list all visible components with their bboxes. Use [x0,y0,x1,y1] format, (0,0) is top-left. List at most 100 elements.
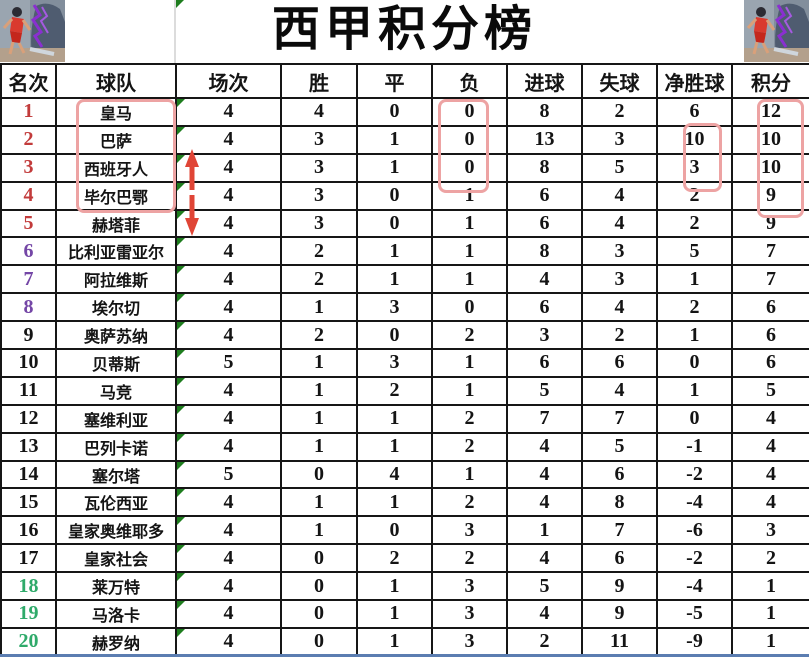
cell-win: 2 [280,264,358,295]
cell-draw: 1 [356,626,433,658]
col-header-rank: 名次 [0,63,57,99]
cell-draw: 2 [356,375,433,406]
cell-goals-for: 8 [506,97,583,127]
cell-win: 0 [280,543,358,574]
cell-goals-against: 3 [581,124,658,155]
cell-rank: 13 [0,431,57,462]
cell-goals-for: 4 [506,543,583,574]
cell-draw: 0 [356,180,433,211]
cell-goal-diff: 5 [656,236,733,267]
cell-points: 9 [731,180,809,211]
played-value: 4 [223,184,234,207]
played-value: 4 [223,156,234,179]
header-row: 名次 球队 场次 胜 平 负 进球 失球 净胜球 积分 [0,63,809,99]
cell-draw: 1 [356,431,433,462]
cell-loss: 3 [431,599,508,629]
cell-team: 埃尔切 [55,292,177,323]
cell-points: 3 [731,515,809,546]
cell-win: 3 [280,152,358,183]
cell-team: 马洛卡 [55,599,177,629]
cell-points: 4 [731,403,809,434]
cell-team: 赫塔菲 [55,208,177,239]
cell-team: 瓦伦西亚 [55,487,177,518]
played-value: 4 [223,323,234,346]
cell-played: 4 [175,487,282,518]
cell-team: 莱万特 [55,571,177,602]
cell-team: 比利亚雷亚尔 [55,236,177,267]
table-row: 3 西班牙人 4 3 1 0 8 5 3 10 [0,152,809,183]
cell-loss: 2 [431,320,508,351]
table-row: 20 赫罗纳 4 0 1 3 2 11 -9 1 [0,626,809,658]
cell-points: 7 [731,236,809,267]
cell-played: 4 [175,208,282,239]
cell-loss: 2 [431,543,508,574]
cell-win: 3 [280,208,358,239]
cell-loss: 2 [431,403,508,434]
cell-team: 皇马 [55,97,177,127]
cell-rank: 6 [0,236,57,267]
played-value: 4 [223,379,234,402]
cell-goal-diff: 1 [656,320,733,351]
comment-marker-icon [178,211,185,219]
table-row: 10 贝蒂斯 5 1 3 1 6 6 0 6 [0,348,809,378]
cell-goals-against: 6 [581,459,658,490]
table-row: 16 皇家奥维耶多 4 1 0 3 1 7 -6 3 [0,515,809,546]
cell-rank: 9 [0,320,57,351]
cell-goals-against: 6 [581,348,658,378]
cell-points: 4 [731,459,809,490]
cell-goals-for: 4 [506,459,583,490]
cell-draw: 0 [356,208,433,239]
cell-loss: 0 [431,97,508,127]
cell-loss: 1 [431,459,508,490]
comment-marker-icon [178,490,185,498]
cell-team: 赫罗纳 [55,626,177,658]
cell-goals-for: 4 [506,599,583,629]
cell-goal-diff: 3 [656,152,733,183]
table-row: 17 皇家社会 4 0 2 2 4 6 -2 2 [0,543,809,574]
cell-draw: 1 [356,264,433,295]
cell-team: 阿拉维斯 [55,264,177,295]
cell-played: 4 [175,236,282,267]
cell-played: 4 [175,599,282,629]
cell-goals-against: 9 [581,599,658,629]
cell-win: 3 [280,180,358,211]
cell-goals-against: 5 [581,152,658,183]
cell-goals-for: 7 [506,403,583,434]
cell-goal-diff: 2 [656,208,733,239]
played-value: 4 [223,239,234,262]
cell-points: 6 [731,292,809,323]
comment-marker-icon [178,434,185,442]
cell-goals-against: 8 [581,487,658,518]
col-header-loss: 负 [431,63,508,99]
played-value: 5 [223,463,234,486]
cell-rank: 5 [0,208,57,239]
played-value: 4 [223,435,234,458]
cell-loss: 3 [431,571,508,602]
cell-goal-diff: 2 [656,180,733,211]
cell-team: 皇家社会 [55,543,177,574]
table-row: 12 塞维利亚 4 1 1 2 7 7 0 4 [0,403,809,434]
cell-played: 4 [175,152,282,183]
played-value: 4 [223,407,234,430]
cell-goals-against: 9 [581,571,658,602]
played-value: 5 [223,351,234,374]
cell-rank: 8 [0,292,57,323]
comment-marker-icon [178,295,185,303]
cell-points: 10 [731,124,809,155]
cell-loss: 0 [431,152,508,183]
cell-team: 马竞 [55,375,177,406]
cell-team: 塞维利亚 [55,403,177,434]
cell-goal-diff: -4 [656,571,733,602]
cell-win: 1 [280,375,358,406]
comment-marker-icon [178,462,185,470]
cell-goals-for: 6 [506,292,583,323]
cell-team: 贝蒂斯 [55,348,177,378]
cell-goals-against: 2 [581,320,658,351]
cell-win: 2 [280,236,358,267]
cell-goals-against: 3 [581,236,658,267]
cell-goals-against: 3 [581,264,658,295]
cell-draw: 1 [356,152,433,183]
cell-goals-for: 13 [506,124,583,155]
comment-marker-icon [178,155,185,163]
